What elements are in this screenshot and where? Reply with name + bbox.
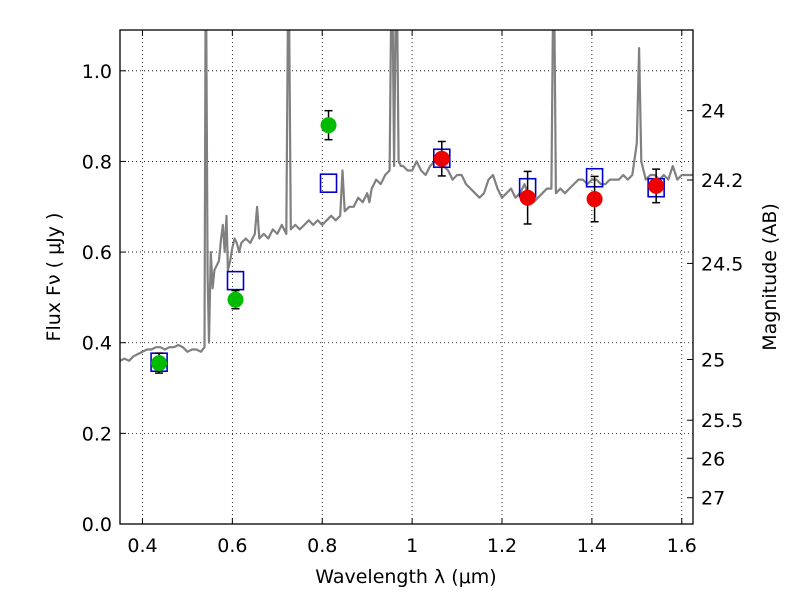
photometry-point: [586, 191, 603, 208]
y-axis-label: Flux Fν ( μJy ): [43, 213, 65, 342]
x-tick-label: 0.8: [307, 535, 337, 557]
x-tick-label: 1.4: [577, 535, 607, 557]
photometry-point: [151, 355, 168, 372]
y-tick-label: 0.6: [82, 242, 112, 264]
x-axis-label: Wavelength λ (μm): [315, 566, 496, 588]
mag-tick-label: 26: [701, 448, 725, 470]
x-tick-label: 1.2: [487, 535, 517, 557]
spectrum-line: [120, 30, 693, 362]
axis-ticks: 0.4 0.6 0.8 1 1.2 1.4 1.6 0.0 0.2 0.4 0.6 0.8 1.0 24 2…: [82, 30, 743, 557]
y2-axis-label: Magnitude (AB): [759, 203, 781, 351]
plot-frame: [119, 29, 694, 525]
x-tick-label: 1.6: [667, 535, 697, 557]
mag-tick-label: 24: [701, 101, 725, 123]
photometry-point: [227, 291, 244, 308]
x-tick-label: 0.4: [127, 535, 157, 557]
photometry-point: [320, 117, 337, 134]
model-square-point: [319, 173, 338, 193]
y-tick-label: 0.8: [82, 151, 112, 173]
mag-tick-label: 25.5: [701, 410, 743, 432]
y-tick-label: 0.4: [82, 333, 112, 355]
photometry-point: [433, 150, 450, 167]
photometry-point: [648, 177, 665, 194]
x-tick-label: 1: [406, 535, 418, 557]
y-tick-label: 0.2: [82, 423, 112, 445]
mag-tick-label: 24.5: [701, 253, 743, 275]
x-tick-label: 0.6: [217, 535, 247, 557]
y-tick-label: 0.0: [82, 514, 112, 536]
mag-tick-label: 25: [701, 349, 725, 371]
plot-data: [120, 30, 693, 374]
mag-tick-label: 24.2: [701, 170, 743, 192]
y-tick-label: 1.0: [82, 61, 112, 83]
photometry-point: [519, 189, 536, 206]
mag-tick-label: 27: [701, 488, 725, 510]
model-square-point: [226, 270, 245, 291]
